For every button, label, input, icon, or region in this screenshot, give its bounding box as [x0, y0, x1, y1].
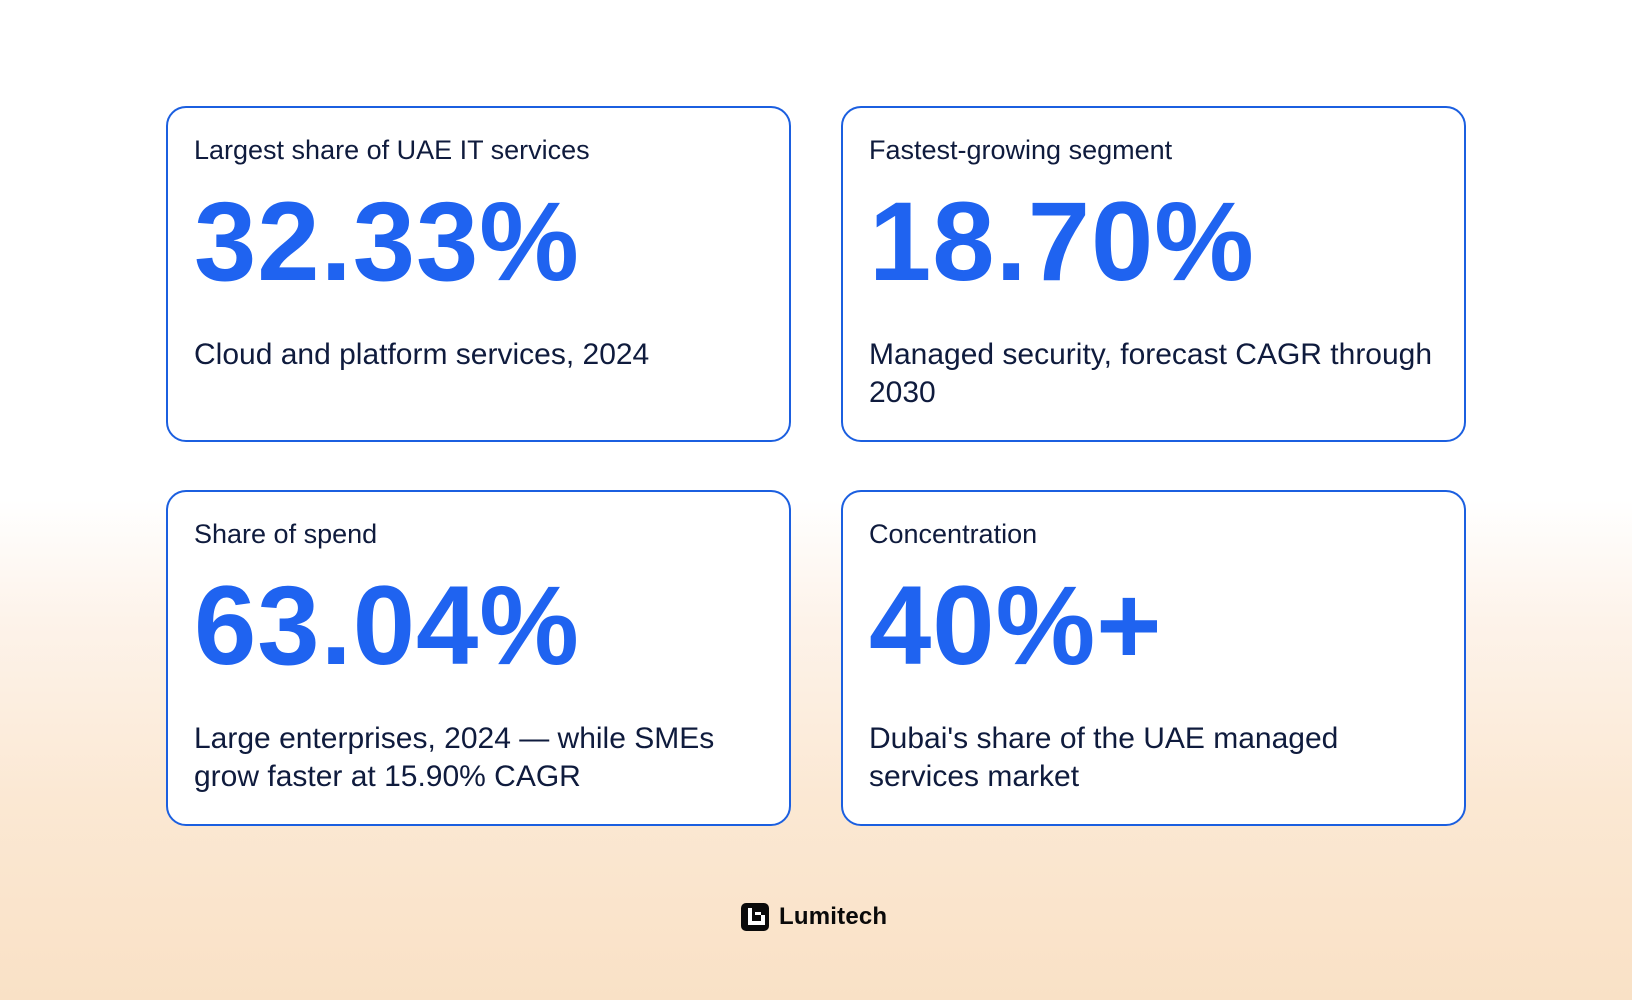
brand-name: Lumitech	[779, 903, 888, 930]
brand-footer: Lumitech	[741, 903, 887, 931]
stat-card-description: Large enterprises, 2024 — while SMEs gro…	[194, 722, 715, 793]
stat-card-value: 40%+	[869, 563, 1163, 688]
stat-card-concentration: Concentration 40%+ Dubai's share of the …	[841, 490, 1466, 826]
stats-grid: Largest share of UAE IT services 32.33% …	[166, 106, 1466, 826]
stat-card-share-of-spend: Share of spend 63.04% Large enterprises,…	[166, 490, 791, 826]
stat-card-description: Dubai's share of the UAE managed service…	[869, 722, 1339, 793]
stat-card-label: Share of spend	[194, 519, 378, 549]
stat-card-value: 63.04%	[194, 563, 580, 688]
lumitech-logo-icon	[741, 903, 769, 931]
stat-card-value: 32.33%	[194, 179, 580, 304]
stat-card-cloud-share: Largest share of UAE IT services 32.33% …	[166, 106, 791, 442]
stat-card-label: Largest share of UAE IT services	[194, 135, 590, 165]
stat-card-label: Fastest-growing segment	[869, 135, 1173, 165]
stat-card-fastest-growing: Fastest-growing segment 18.70% Managed s…	[841, 106, 1466, 442]
stat-card-description: Managed security, forecast CAGR through …	[869, 338, 1433, 409]
stat-card-value: 18.70%	[869, 179, 1255, 304]
stat-card-label: Concentration	[869, 519, 1038, 549]
stat-card-description: Cloud and platform services, 2024	[194, 338, 650, 371]
